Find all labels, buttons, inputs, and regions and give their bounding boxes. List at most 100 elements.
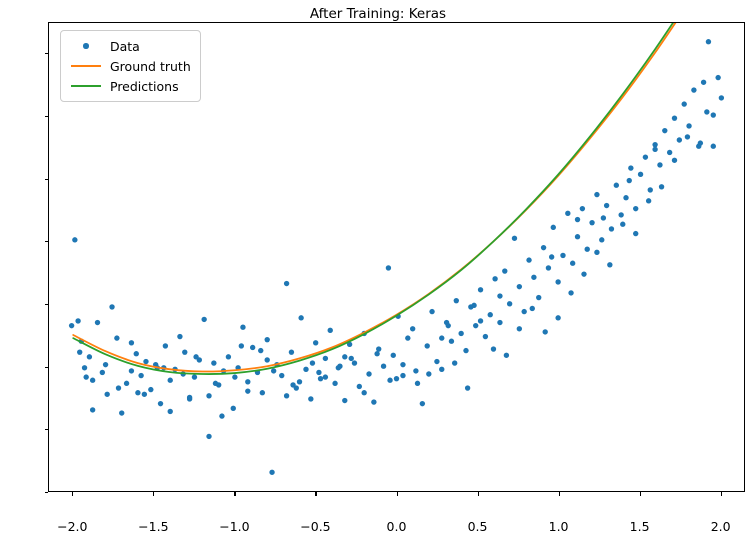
scatter-point	[574, 234, 581, 240]
scatter-point	[201, 316, 207, 323]
scatter-point	[348, 355, 354, 362]
scatter-point	[550, 224, 556, 231]
scatter-point	[608, 226, 615, 232]
x-tick-mark	[234, 492, 236, 496]
scatter-points-group	[68, 39, 725, 475]
scatter-point	[128, 340, 135, 346]
scatter-point	[613, 182, 620, 188]
scatter-point	[555, 315, 561, 321]
y-tick-mark	[44, 492, 48, 494]
scatter-point	[697, 140, 704, 146]
scatter-point	[628, 165, 634, 171]
scatter-point	[309, 360, 316, 366]
scatter-point	[143, 358, 149, 365]
x-tick-mark	[315, 492, 317, 496]
scatter-point	[296, 379, 303, 385]
scatter-point	[123, 380, 130, 387]
x-tick-label: −1.5	[138, 519, 169, 534]
scatter-point	[652, 141, 658, 148]
scatter-point	[245, 388, 251, 394]
scatter-point	[506, 301, 513, 307]
legend-entry: Data	[68, 36, 191, 56]
scatter-point	[303, 366, 309, 373]
scatter-point	[594, 191, 600, 198]
legend-marker-dot-icon	[68, 43, 104, 49]
scatter-point	[249, 344, 256, 351]
legend-label: Data	[110, 38, 140, 54]
scatter-point	[148, 386, 154, 393]
scatter-point	[502, 268, 508, 274]
scatter-point	[536, 294, 542, 301]
scatter-point	[138, 372, 144, 379]
scatter-point	[245, 379, 251, 385]
x-tick-label: 1.0	[548, 519, 569, 534]
x-tick-mark	[72, 492, 74, 496]
scatter-point	[511, 235, 518, 241]
scatter-point	[232, 374, 238, 380]
scatter-point	[162, 343, 169, 349]
scatter-point	[464, 385, 471, 391]
scatter-point	[290, 382, 296, 388]
scatter-point	[705, 39, 712, 45]
scatter-point	[225, 354, 232, 360]
scatter-point	[206, 393, 212, 399]
x-tick-label: −2.0	[57, 519, 88, 534]
scatter-point	[439, 366, 445, 373]
scatter-point	[477, 318, 484, 324]
scatter-point	[565, 210, 571, 217]
scatter-point	[264, 336, 270, 343]
scatter-point	[589, 219, 595, 226]
scatter-point	[308, 396, 314, 402]
x-tick-label: −0.5	[300, 519, 331, 534]
scatter-point	[366, 371, 372, 377]
scatter-point	[405, 335, 411, 341]
scatter-point	[133, 351, 139, 357]
scatter-point	[327, 327, 333, 334]
scatter-point	[86, 354, 93, 360]
scatter-point	[633, 205, 639, 212]
scatter-point	[102, 361, 109, 368]
scatter-point	[633, 230, 639, 237]
scatter-point	[77, 349, 83, 355]
scatter-point	[219, 413, 225, 419]
scatter-point	[545, 265, 552, 271]
scatter-point	[89, 377, 96, 383]
scatter-point	[473, 322, 479, 329]
scatter-point	[270, 368, 277, 374]
scatter-point	[681, 101, 687, 107]
scatter-point	[439, 335, 445, 341]
scatter-point	[451, 360, 458, 366]
scatter-point	[322, 355, 329, 362]
scatter-point	[623, 195, 629, 201]
scatter-point	[482, 333, 489, 340]
scatter-point	[568, 290, 574, 296]
scatter-point	[390, 352, 396, 358]
scatter-point	[642, 154, 649, 160]
scatter-point	[662, 127, 668, 134]
scatter-point	[371, 399, 377, 405]
scatter-point	[560, 252, 566, 259]
scatter-point	[555, 279, 561, 285]
scatter-point	[710, 143, 716, 149]
scatter-point	[259, 390, 266, 396]
x-tick-label: 1.5	[629, 519, 650, 534]
scatter-point	[531, 274, 537, 280]
scatter-point	[658, 184, 665, 190]
scatter-point	[503, 352, 510, 358]
scatter-point	[600, 215, 607, 221]
scatter-point	[99, 369, 106, 376]
scatter-point	[710, 112, 716, 118]
scatter-point	[376, 346, 382, 352]
scatter-point	[445, 322, 451, 329]
scatter-point	[497, 319, 503, 326]
scatter-point	[490, 346, 497, 352]
scatter-point	[385, 265, 392, 271]
scatter-point	[182, 349, 188, 355]
scatter-point	[104, 391, 110, 397]
scatter-point	[477, 287, 484, 293]
scatter-point	[574, 216, 581, 223]
scatter-point	[424, 343, 430, 349]
scatter-point	[230, 405, 236, 412]
scatter-point	[409, 326, 416, 332]
x-tick-label: −1.0	[219, 519, 250, 534]
